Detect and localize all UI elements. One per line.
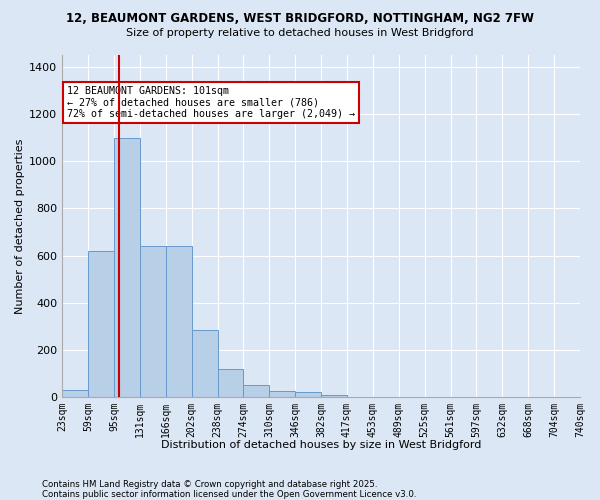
Y-axis label: Number of detached properties: Number of detached properties bbox=[15, 138, 25, 314]
X-axis label: Distribution of detached houses by size in West Bridgford: Distribution of detached houses by size … bbox=[161, 440, 481, 450]
Bar bbox=[114, 138, 140, 397]
Bar bbox=[321, 395, 347, 397]
Bar bbox=[88, 251, 114, 397]
Text: 12, BEAUMONT GARDENS, WEST BRIDGFORD, NOTTINGHAM, NG2 7FW: 12, BEAUMONT GARDENS, WEST BRIDGFORD, NO… bbox=[66, 12, 534, 26]
Bar bbox=[140, 246, 166, 397]
Bar bbox=[295, 392, 321, 397]
Text: Contains public sector information licensed under the Open Government Licence v3: Contains public sector information licen… bbox=[42, 490, 416, 499]
Bar bbox=[62, 390, 88, 397]
Text: Contains HM Land Registry data © Crown copyright and database right 2025.: Contains HM Land Registry data © Crown c… bbox=[42, 480, 377, 489]
Bar bbox=[191, 330, 218, 397]
Bar bbox=[269, 391, 295, 397]
Text: Size of property relative to detached houses in West Bridgford: Size of property relative to detached ho… bbox=[126, 28, 474, 38]
Bar bbox=[218, 369, 244, 397]
Bar bbox=[166, 246, 191, 397]
Bar bbox=[244, 386, 269, 397]
Text: 12 BEAUMONT GARDENS: 101sqm
← 27% of detached houses are smaller (786)
72% of se: 12 BEAUMONT GARDENS: 101sqm ← 27% of det… bbox=[67, 86, 355, 119]
